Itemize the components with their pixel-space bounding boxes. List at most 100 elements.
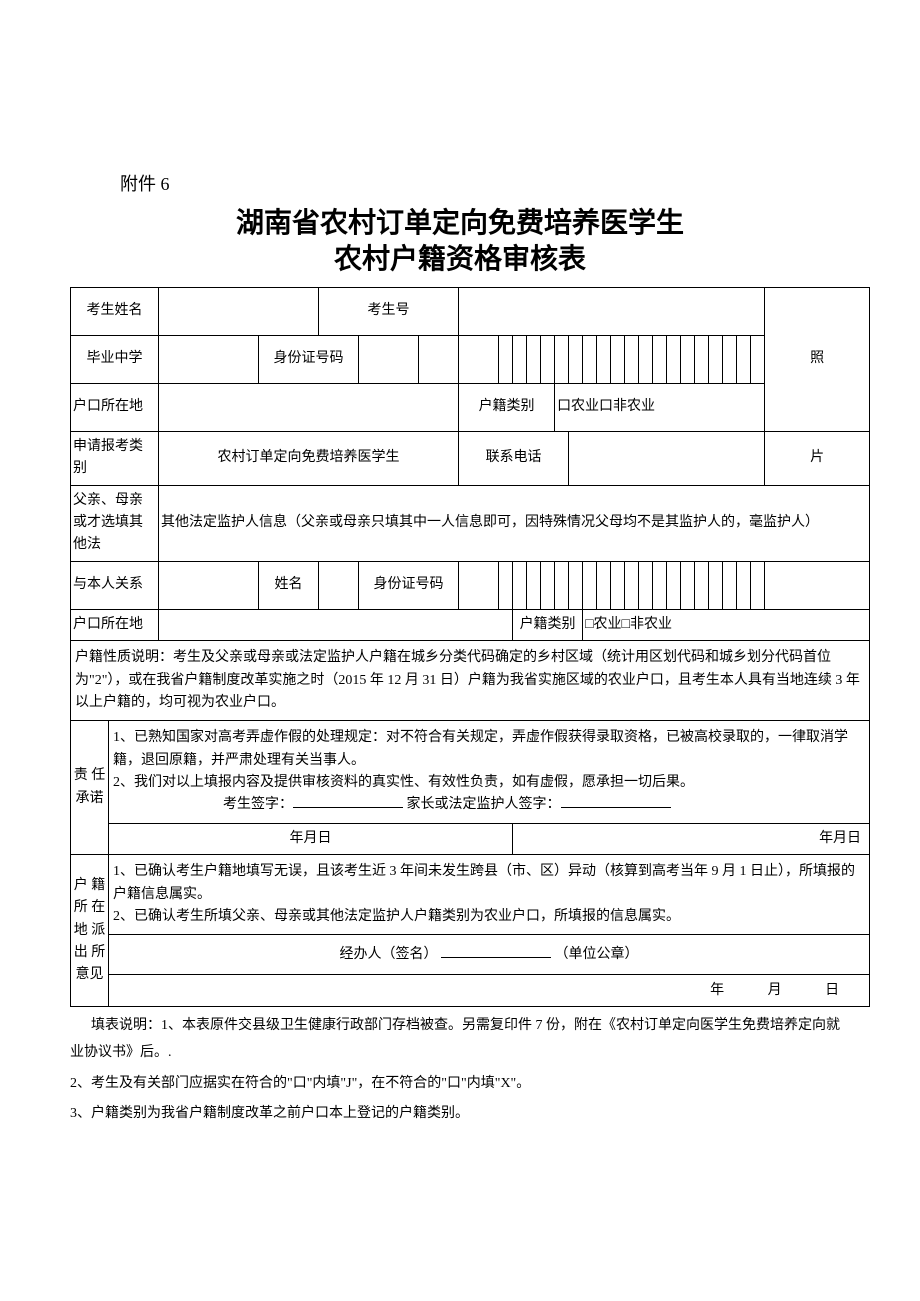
police-line2: 2、已确认考生所填父亲、母亲或其他法定监护人户籍类别为农业户口，所填报的信息属实… bbox=[113, 906, 865, 928]
label-responsibility: 责 任 承诺 bbox=[71, 721, 109, 855]
attachment-label: 附件 6 bbox=[120, 170, 850, 196]
id-cell[interactable] bbox=[625, 335, 639, 383]
id-cell[interactable] bbox=[681, 335, 695, 383]
footer-notes: 填表说明：1、本表原件交县级卫生健康行政部门存档被查。另需复印件 7 份，附在《… bbox=[70, 1013, 850, 1127]
id-cell[interactable] bbox=[695, 335, 709, 383]
label-relation: 与本人关系 bbox=[71, 561, 159, 609]
gid-cell[interactable] bbox=[709, 561, 723, 609]
police-line1: 1、已确认考生户籍地填写无误，且该考生近 3 年间未发生跨县（市、区）异动（核算… bbox=[113, 861, 865, 906]
id-cell[interactable] bbox=[751, 335, 765, 383]
id-cell[interactable] bbox=[499, 335, 513, 383]
footer-n1: 填表说明：1、本表原件交县级卫生健康行政部门存档被查。另需复印件 7 份，附在《… bbox=[70, 1013, 850, 1066]
id-cell[interactable] bbox=[737, 335, 751, 383]
gid-cell[interactable] bbox=[695, 561, 709, 609]
id-cell[interactable] bbox=[611, 335, 625, 383]
gid-cell[interactable] bbox=[667, 561, 681, 609]
gid-cell[interactable] bbox=[751, 561, 765, 609]
id-cell[interactable] bbox=[653, 335, 667, 383]
gid-cell[interactable] bbox=[541, 561, 555, 609]
id-cell[interactable] bbox=[709, 335, 723, 383]
ghukou-options[interactable]: □农业□非农业 bbox=[583, 609, 870, 640]
police-day: 日 bbox=[825, 983, 839, 998]
sig-student-line[interactable] bbox=[293, 794, 403, 808]
id-cell[interactable] bbox=[459, 335, 499, 383]
label-id-number: 身份证号码 bbox=[259, 335, 359, 383]
gid-cell[interactable] bbox=[765, 561, 870, 609]
police-handler-row: 经办人（签名） （单位公章） bbox=[109, 935, 870, 975]
id-cell[interactable] bbox=[527, 335, 541, 383]
id-cell[interactable] bbox=[723, 335, 737, 383]
resp-date-right: 年月日 bbox=[513, 823, 870, 854]
gid-cell[interactable] bbox=[583, 561, 597, 609]
title-line-2: 农村户籍资格审核表 bbox=[70, 242, 850, 278]
gid-cell[interactable] bbox=[653, 561, 667, 609]
field-grad-school[interactable] bbox=[159, 335, 259, 383]
id-cell[interactable] bbox=[419, 335, 459, 383]
field-contact-phone[interactable] bbox=[569, 431, 765, 485]
form-table: 考生姓名 考生号 照 毕业中学 身份证号码 户口所在地 bbox=[70, 287, 870, 1008]
sig-guardian-label: 家长或法定监护人签字： bbox=[407, 797, 561, 812]
label-apply-cat: 申请报考类别 bbox=[71, 431, 159, 485]
gid-cell[interactable] bbox=[625, 561, 639, 609]
resp-line1: 1、已熟知国家对高考弄虚作假的处理规定：对不符合有关规定，弄虚作假获得录取资格，… bbox=[113, 727, 865, 772]
gid-cell[interactable] bbox=[527, 561, 541, 609]
label-hukou-loc: 户口所在地 bbox=[71, 383, 159, 431]
label-contact-phone: 联系电话 bbox=[459, 431, 569, 485]
police-date-row: 年 月 日 bbox=[109, 975, 870, 1007]
police-month: 月 bbox=[768, 983, 782, 998]
label-exam-id: 考生号 bbox=[319, 287, 459, 335]
footer-n3: 3、户籍类别为我省户籍制度改革之前户口本上登记的户籍类别。 bbox=[70, 1101, 850, 1128]
id-cell[interactable] bbox=[583, 335, 597, 383]
apply-cat-val: 农村订单定向免费培养医学生 bbox=[159, 431, 459, 485]
footer-n2: 2、考生及有关部门应据实在符合的"口"内填"J"，在不符合的"口"内填"X"。 bbox=[70, 1071, 850, 1098]
id-cell[interactable] bbox=[513, 335, 527, 383]
field-exam-id[interactable] bbox=[459, 287, 765, 335]
id-cell[interactable] bbox=[569, 335, 583, 383]
police-body: 1、已确认考生户籍地填写无误，且该考生近 3 年间未发生跨县（市、区）异动（核算… bbox=[109, 855, 870, 935]
label-guardian-left: 父亲、母亲或才选填其他法 bbox=[71, 485, 159, 561]
gid-cell[interactable] bbox=[555, 561, 569, 609]
id-cell[interactable] bbox=[597, 335, 611, 383]
field-gname[interactable] bbox=[319, 561, 359, 609]
photo-bottom: 片 bbox=[765, 431, 870, 485]
field-ghukou-loc[interactable] bbox=[159, 609, 513, 640]
gid-cell[interactable] bbox=[499, 561, 513, 609]
police-stamp: （单位公章） bbox=[555, 947, 639, 962]
gid-cell[interactable] bbox=[513, 561, 527, 609]
gid-cell[interactable] bbox=[569, 561, 583, 609]
sig-guardian-line[interactable] bbox=[561, 794, 671, 808]
label-grad-school: 毕业中学 bbox=[71, 335, 159, 383]
gid-cell[interactable] bbox=[639, 561, 653, 609]
label-student-name: 考生姓名 bbox=[71, 287, 159, 335]
resp-date-left: 年月日 bbox=[109, 823, 513, 854]
id-cell[interactable] bbox=[639, 335, 653, 383]
id-cell[interactable] bbox=[541, 335, 555, 383]
title-block: 湖南省农村订单定向免费培养医学生 农村户籍资格审核表 bbox=[70, 206, 850, 279]
resp-line2: 2、我们对以上填报内容及提供审核资料的真实性、有效性负责，如有虚假，愿承担一切后… bbox=[113, 772, 865, 794]
photo-top: 照 bbox=[765, 287, 870, 431]
guardian-note: 其他法定监护人信息（父亲或母亲只填其中一人信息即可，因特殊情况父母均不是其监护人… bbox=[159, 485, 870, 561]
gid-cell[interactable] bbox=[723, 561, 737, 609]
gid-cell[interactable] bbox=[597, 561, 611, 609]
id-cell[interactable] bbox=[667, 335, 681, 383]
label-police: 户 籍 所 在 地 派 出 所 意见 bbox=[71, 855, 109, 1007]
field-student-name[interactable] bbox=[159, 287, 319, 335]
hukou-explain: 户籍性质说明：考生及父亲或母亲或法定监护人户籍在城乡分类代码确定的乡村区域（统计… bbox=[71, 641, 870, 721]
label-gname: 姓名 bbox=[259, 561, 319, 609]
label-gid: 身份证号码 bbox=[359, 561, 459, 609]
gid-cell[interactable] bbox=[459, 561, 499, 609]
label-ghukou-type: 户籍类别 bbox=[513, 609, 583, 640]
police-handler-line[interactable] bbox=[441, 944, 551, 958]
gid-cell[interactable] bbox=[737, 561, 751, 609]
id-cell[interactable] bbox=[555, 335, 569, 383]
police-year: 年 bbox=[710, 983, 724, 998]
field-hukou-loc[interactable] bbox=[159, 383, 459, 431]
gid-cell[interactable] bbox=[681, 561, 695, 609]
label-hukou-type: 户籍类别 bbox=[459, 383, 555, 431]
field-relation[interactable] bbox=[159, 561, 259, 609]
gid-cell[interactable] bbox=[611, 561, 625, 609]
label-ghukou-loc: 户口所在地 bbox=[71, 609, 159, 640]
hukou-options[interactable]: 口农业口非农业 bbox=[555, 383, 765, 431]
id-cell[interactable] bbox=[359, 335, 419, 383]
responsibility-body: 1、已熟知国家对高考弄虚作假的处理规定：对不符合有关规定，弄虚作假获得录取资格，… bbox=[109, 721, 870, 824]
